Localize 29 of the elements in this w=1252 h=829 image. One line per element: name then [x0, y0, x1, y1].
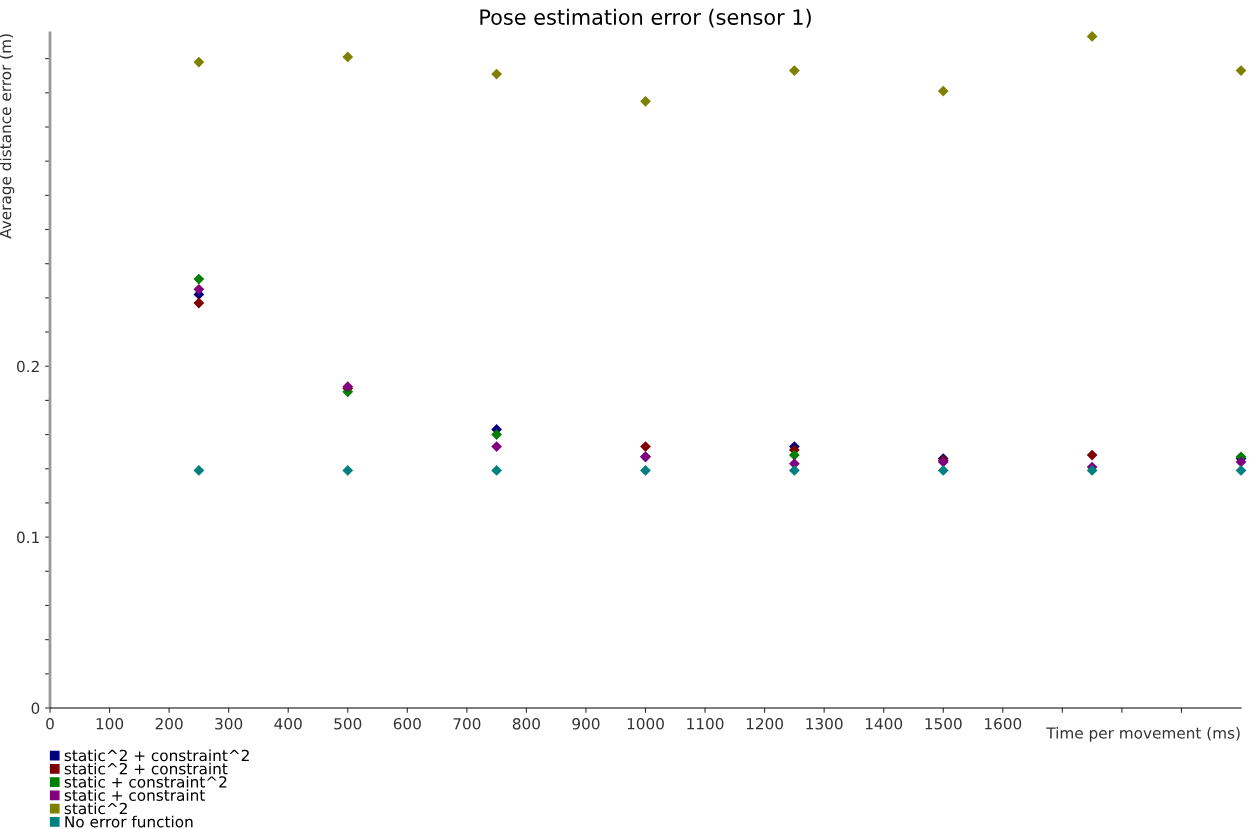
x-tick-label: 700 [453, 717, 481, 730]
x-tick-label: 1600 [985, 717, 1022, 730]
legend-label: static + constraint [64, 789, 205, 801]
x-tick-label: 1000 [627, 717, 664, 730]
x-tick-label: 300 [215, 717, 243, 730]
x-tick-label: 500 [334, 717, 362, 730]
legend-label: static^2 + constraint^2 [64, 749, 249, 762]
x-tick-label: 1100 [687, 717, 724, 730]
x-tick-label: 1200 [746, 717, 784, 730]
x-tick-label: 1400 [865, 717, 903, 730]
y-tick-label: 0.1 [16, 531, 39, 544]
y-tick-label: 0.2 [16, 360, 39, 373]
legend-label: static^2 + constraint [64, 762, 228, 775]
x-tick-label: 800 [512, 717, 540, 730]
x-tick-label: 100 [96, 717, 124, 730]
x-tick-label: 1300 [806, 717, 843, 730]
legend-label: No error function [65, 815, 193, 828]
legend-label: static + constraint^2 [64, 775, 227, 788]
x-tick-label: 1500 [925, 717, 962, 730]
y-axis-title: Average distance error (m) [0, 34, 15, 239]
x-tick-label: 200 [155, 717, 183, 730]
y-tick-label: 0 [31, 702, 40, 715]
x-tick-label: 0 [46, 717, 54, 730]
x-tick-label: 400 [274, 717, 302, 730]
x-axis-title: Time per movement (ms) [1046, 726, 1240, 742]
x-tick-label: 900 [572, 717, 600, 730]
x-tick-label: 600 [393, 717, 421, 730]
legend-label: static^2 [64, 802, 127, 815]
chart-title: Pose estimation error (sensor 1) [480, 8, 811, 28]
